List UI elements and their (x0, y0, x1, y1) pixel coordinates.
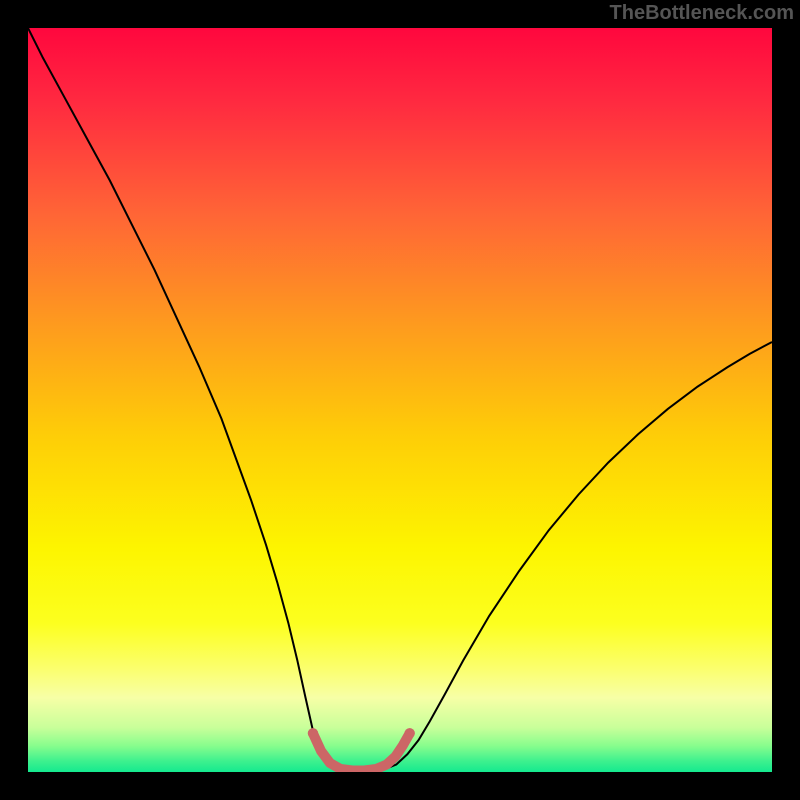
bottleneck-curve (28, 28, 772, 772)
watermark-text: TheBottleneck.com (610, 2, 794, 25)
chart-overlay (28, 28, 772, 772)
optimal-range-marker (404, 728, 414, 738)
plot-area (28, 28, 772, 772)
optimal-range-marker (308, 728, 318, 738)
